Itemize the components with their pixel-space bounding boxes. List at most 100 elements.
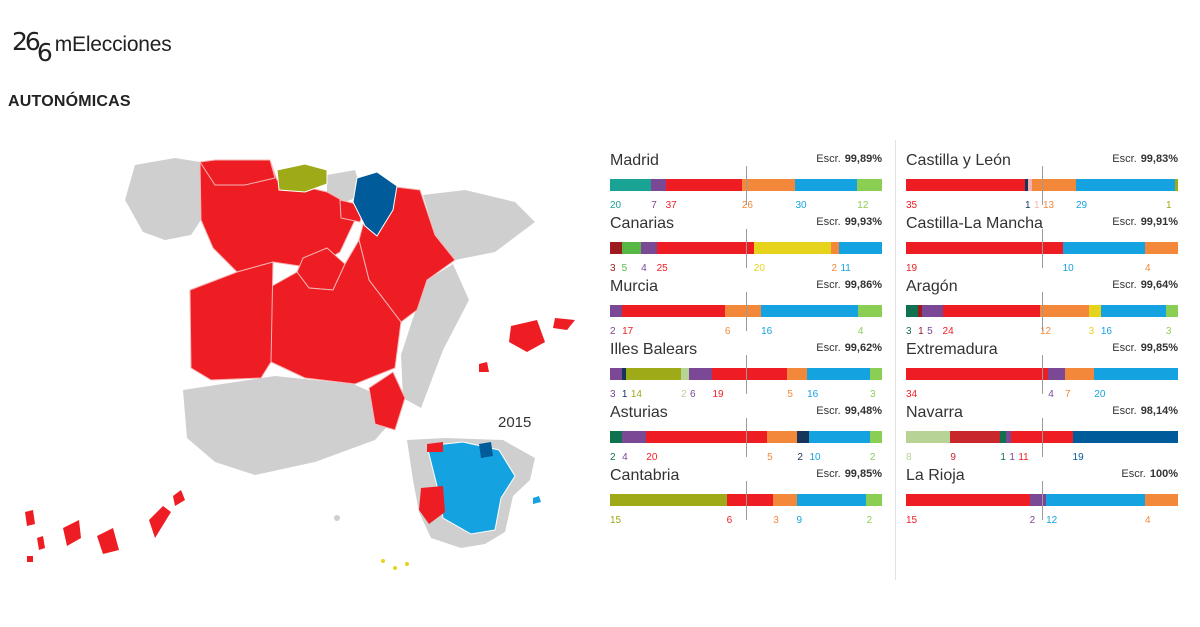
region-asturias[interactable] [199, 159, 276, 186]
party-segment[interactable] [665, 179, 742, 191]
party-segment[interactable] [1046, 494, 1146, 506]
region-illes-balears-mallorca[interactable] [509, 320, 545, 352]
party-segment[interactable] [712, 368, 788, 380]
party-segment[interactable] [795, 179, 858, 191]
party-segment[interactable] [857, 179, 882, 191]
region-canarias-2[interactable] [63, 520, 81, 546]
region-catalonia[interactable] [423, 190, 535, 260]
party-segment[interactable] [918, 305, 923, 317]
region-card[interactable]: Illes Balears Escr. 99,62% 3 1 14 2 6 19 5 16 3 [610, 330, 882, 400]
party-segment[interactable] [1065, 368, 1095, 380]
region-castilla-leon[interactable] [199, 159, 356, 273]
party-segment[interactable] [1031, 179, 1076, 191]
region-card[interactable]: Aragón Escr. 99,64% 3 1 5 24 12 3 16 3 [906, 267, 1178, 337]
party-segment[interactable] [1029, 494, 1047, 506]
party-segment[interactable] [726, 494, 774, 506]
party-segment[interactable] [809, 431, 870, 443]
party-segment[interactable] [796, 494, 867, 506]
party-segment[interactable] [1145, 242, 1178, 254]
region-extremadura[interactable] [189, 261, 274, 381]
region-valencia[interactable] [401, 264, 469, 408]
party-segment[interactable] [1165, 305, 1178, 317]
party-segment[interactable] [610, 494, 727, 506]
party-segment[interactable] [807, 368, 871, 380]
party-segment[interactable] [1094, 368, 1178, 380]
party-segment[interactable] [831, 242, 840, 254]
region-galicia[interactable] [125, 158, 201, 240]
party-segment[interactable] [622, 305, 725, 317]
region-illes-balears-menorca[interactable] [553, 318, 575, 330]
party-segment[interactable] [773, 494, 797, 506]
region-card[interactable]: Cantabria Escr. 99,85% 15 6 3 9 2 [610, 456, 882, 526]
party-segment[interactable] [839, 242, 882, 254]
party-segment[interactable] [866, 494, 882, 506]
party-segment[interactable] [625, 368, 681, 380]
region-canarias-4[interactable] [149, 506, 171, 538]
party-segment[interactable] [870, 368, 882, 380]
party-segment[interactable] [1028, 179, 1032, 191]
party-segment[interactable] [906, 179, 1025, 191]
party-segment[interactable] [753, 242, 832, 254]
party-segment[interactable] [680, 368, 689, 380]
party-segment[interactable] [724, 305, 762, 317]
region-canarias-6[interactable] [37, 536, 45, 550]
party-segment[interactable] [1011, 431, 1073, 443]
party-segment[interactable] [688, 368, 713, 380]
region-murcia[interactable] [368, 371, 406, 431]
region-card[interactable]: Murcia Escr. 99,86% 2 17 6 16 4 [610, 267, 882, 337]
region-card[interactable]: Extremadura Escr. 99,85% 34 4 7 20 [906, 330, 1178, 400]
region-card[interactable]: Castilla y León Escr. 99,83% 35 1 1 13 29 1 [906, 141, 1178, 211]
party-segment[interactable] [1048, 368, 1065, 380]
region-cantabria[interactable] [276, 163, 328, 193]
region-canarias-7[interactable] [27, 556, 33, 562]
region-card[interactable]: Navarra Escr. 98,14% 8 9 1 1 11 19 [906, 393, 1178, 463]
party-segment[interactable] [906, 431, 951, 443]
party-segment[interactable] [646, 431, 768, 443]
party-segment[interactable] [922, 305, 943, 317]
party-segment[interactable] [857, 305, 882, 317]
region-card[interactable]: La Rioja Escr. 100% 15 2 12 4 [906, 456, 1178, 526]
party-segment[interactable] [610, 431, 623, 443]
party-segment[interactable] [656, 242, 754, 254]
party-segment[interactable] [1000, 431, 1006, 443]
party-segment[interactable] [1039, 305, 1089, 317]
party-segment[interactable] [906, 305, 919, 317]
party-segment[interactable] [610, 368, 622, 380]
party-segment[interactable] [1072, 431, 1178, 443]
party-segment[interactable] [651, 179, 666, 191]
region-andalusia[interactable] [183, 376, 400, 475]
region-canarias-3[interactable] [97, 528, 119, 554]
party-segment[interactable] [1100, 305, 1166, 317]
party-segment[interactable] [610, 242, 622, 254]
region-navarra[interactable] [352, 171, 398, 237]
party-segment[interactable] [906, 368, 1049, 380]
party-segment[interactable] [1005, 431, 1012, 443]
site-logo[interactable]: 266 mElecciones [12, 28, 172, 68]
party-segment[interactable] [906, 242, 1063, 254]
party-segment[interactable] [1088, 305, 1101, 317]
region-card[interactable]: Madrid Escr. 99,89% 20 7 37 26 30 12 [610, 141, 882, 211]
party-segment[interactable] [1062, 242, 1146, 254]
party-segment[interactable] [610, 305, 623, 317]
party-segment[interactable] [787, 368, 808, 380]
party-segment[interactable] [1145, 494, 1178, 506]
party-segment[interactable] [761, 305, 858, 317]
party-segment[interactable] [906, 494, 1030, 506]
party-segment[interactable] [942, 305, 1040, 317]
results-map[interactable]: 2015 [15, 140, 600, 590]
region-card[interactable]: Castilla-La Mancha Escr. 99,91% 19 10 4 [906, 204, 1178, 274]
region-castilla-la-mancha[interactable] [264, 238, 402, 385]
party-segment[interactable] [950, 431, 1001, 443]
party-segment[interactable] [621, 242, 642, 254]
party-segment[interactable] [1025, 179, 1029, 191]
party-segment[interactable] [741, 179, 796, 191]
party-segment[interactable] [641, 242, 657, 254]
region-canarias-5[interactable] [173, 490, 185, 506]
party-segment[interactable] [797, 431, 810, 443]
party-segment[interactable] [622, 431, 647, 443]
region-ceuta[interactable] [334, 515, 340, 521]
party-segment[interactable] [1075, 179, 1175, 191]
party-segment[interactable] [621, 368, 626, 380]
party-segment[interactable] [1174, 179, 1178, 191]
party-segment[interactable] [767, 431, 798, 443]
